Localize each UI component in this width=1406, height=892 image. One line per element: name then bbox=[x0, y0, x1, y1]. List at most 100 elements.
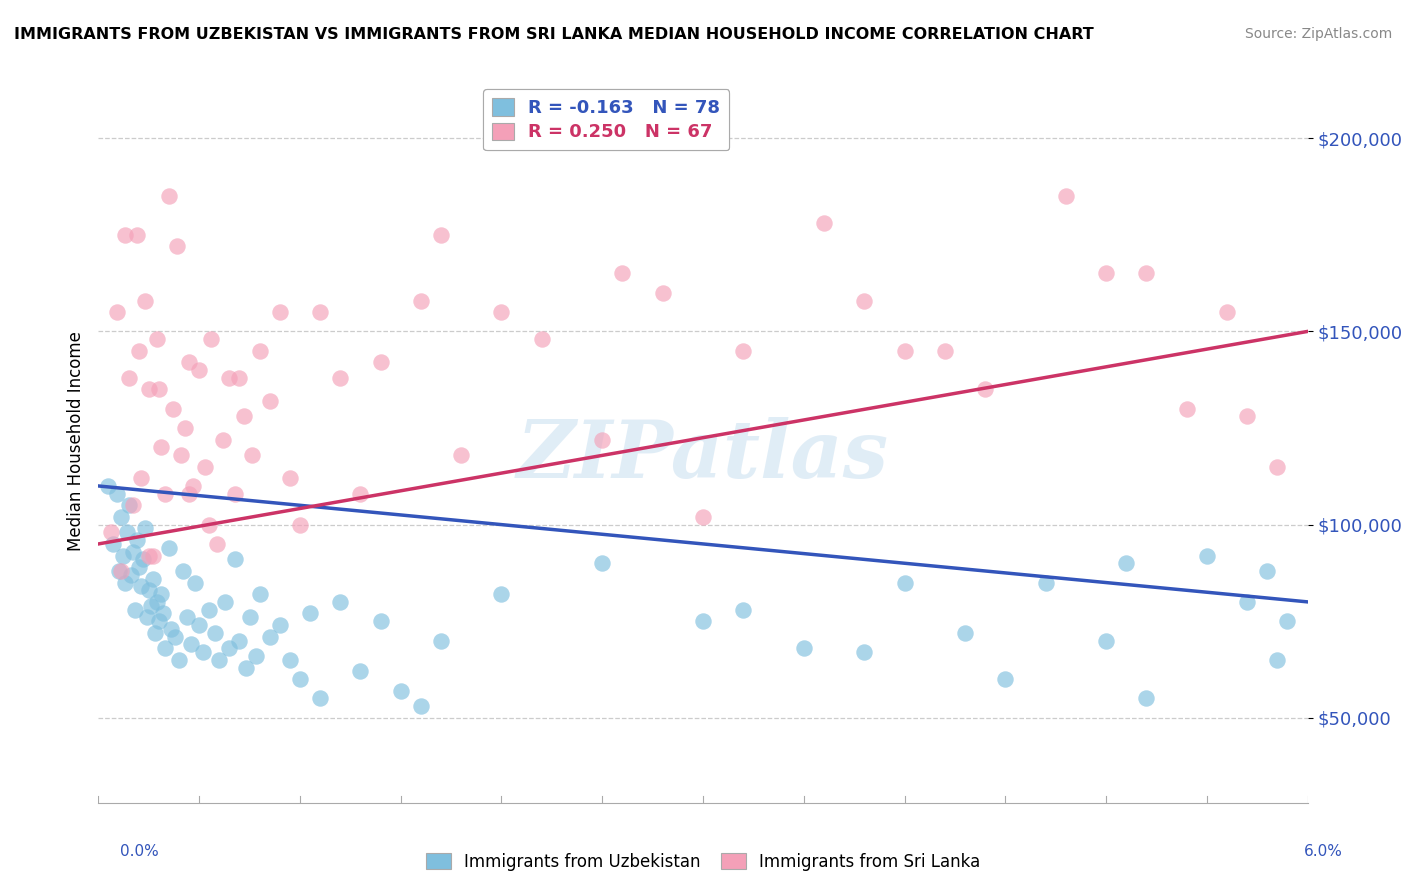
Point bbox=[329, 371, 352, 385]
Point bbox=[180, 637, 202, 651]
Point bbox=[172, 564, 194, 578]
Point bbox=[224, 486, 246, 500]
Point bbox=[146, 332, 169, 346]
Point bbox=[1095, 633, 1118, 648]
Point bbox=[149, 587, 172, 601]
Point bbox=[105, 486, 128, 500]
Point bbox=[200, 332, 222, 346]
Point bbox=[1267, 459, 1289, 474]
Point bbox=[179, 486, 201, 500]
Point bbox=[128, 343, 150, 358]
Point bbox=[309, 305, 332, 319]
Point bbox=[193, 645, 215, 659]
Point bbox=[329, 595, 352, 609]
Point bbox=[114, 227, 136, 242]
Text: 6.0%: 6.0% bbox=[1303, 845, 1343, 859]
Point bbox=[153, 486, 176, 500]
Point bbox=[974, 383, 997, 397]
Text: IMMIGRANTS FROM UZBEKISTAN VS IMMIGRANTS FROM SRI LANKA MEDIAN HOUSEHOLD INCOME : IMMIGRANTS FROM UZBEKISTAN VS IMMIGRANTS… bbox=[14, 27, 1094, 42]
Point bbox=[853, 645, 876, 659]
Point bbox=[214, 595, 236, 609]
Point bbox=[793, 641, 815, 656]
Point bbox=[409, 293, 432, 308]
Point bbox=[1035, 575, 1057, 590]
Point bbox=[143, 625, 166, 640]
Point bbox=[218, 641, 240, 656]
Point bbox=[235, 660, 257, 674]
Point bbox=[1175, 401, 1198, 416]
Point bbox=[184, 575, 207, 590]
Point bbox=[118, 498, 141, 512]
Point bbox=[142, 572, 165, 586]
Point bbox=[166, 239, 188, 253]
Point bbox=[733, 602, 755, 616]
Point bbox=[591, 556, 613, 570]
Point bbox=[121, 498, 143, 512]
Point bbox=[430, 633, 453, 648]
Point bbox=[157, 541, 180, 555]
Point bbox=[893, 575, 915, 590]
Point bbox=[491, 587, 513, 601]
Text: Source: ZipAtlas.com: Source: ZipAtlas.com bbox=[1244, 27, 1392, 41]
Point bbox=[245, 648, 267, 663]
Point bbox=[1236, 595, 1258, 609]
Point bbox=[349, 665, 371, 679]
Point bbox=[125, 533, 148, 547]
Point bbox=[110, 564, 132, 578]
Point bbox=[204, 625, 226, 640]
Point bbox=[152, 607, 174, 621]
Point bbox=[370, 355, 392, 369]
Point bbox=[692, 509, 714, 524]
Point bbox=[115, 525, 138, 540]
Legend: Immigrants from Uzbekistan, Immigrants from Sri Lanka: Immigrants from Uzbekistan, Immigrants f… bbox=[418, 845, 988, 880]
Point bbox=[232, 409, 254, 424]
Point bbox=[162, 401, 184, 416]
Point bbox=[160, 622, 183, 636]
Point bbox=[138, 383, 160, 397]
Point bbox=[249, 587, 271, 601]
Point bbox=[212, 433, 235, 447]
Point bbox=[149, 440, 172, 454]
Point bbox=[953, 625, 976, 640]
Point bbox=[1054, 189, 1077, 203]
Point bbox=[1216, 305, 1239, 319]
Point bbox=[409, 699, 432, 714]
Point bbox=[132, 552, 155, 566]
Point bbox=[170, 448, 193, 462]
Point bbox=[228, 633, 250, 648]
Point bbox=[163, 630, 186, 644]
Point bbox=[194, 459, 217, 474]
Point bbox=[198, 517, 221, 532]
Point bbox=[491, 305, 513, 319]
Point bbox=[218, 371, 240, 385]
Point bbox=[118, 371, 141, 385]
Point bbox=[249, 343, 271, 358]
Legend: R = -0.163   N = 78, R = 0.250   N = 67: R = -0.163 N = 78, R = 0.250 N = 67 bbox=[484, 89, 730, 151]
Point bbox=[181, 479, 204, 493]
Point bbox=[142, 549, 165, 563]
Point bbox=[129, 471, 152, 485]
Point bbox=[1135, 267, 1157, 281]
Point bbox=[240, 448, 263, 462]
Point bbox=[188, 363, 211, 377]
Point bbox=[1267, 653, 1289, 667]
Point bbox=[135, 610, 157, 624]
Point bbox=[198, 602, 221, 616]
Point bbox=[934, 343, 956, 358]
Point bbox=[994, 672, 1017, 686]
Point bbox=[228, 371, 250, 385]
Point bbox=[1256, 564, 1278, 578]
Point bbox=[128, 560, 150, 574]
Point bbox=[125, 227, 148, 242]
Point bbox=[138, 549, 160, 563]
Point bbox=[148, 383, 170, 397]
Point bbox=[1135, 691, 1157, 706]
Point bbox=[1115, 556, 1137, 570]
Point bbox=[853, 293, 876, 308]
Point bbox=[239, 610, 262, 624]
Point bbox=[612, 267, 634, 281]
Point bbox=[146, 595, 169, 609]
Point bbox=[1095, 267, 1118, 281]
Point bbox=[1277, 614, 1299, 628]
Point bbox=[100, 525, 122, 540]
